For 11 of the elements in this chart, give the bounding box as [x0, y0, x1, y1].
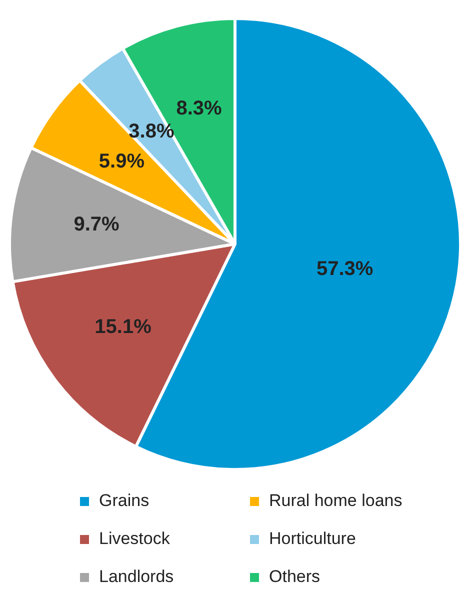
legend-label: Livestock	[99, 529, 170, 549]
data-label: 9.7%	[74, 213, 120, 236]
legend-label: Rural home loans	[269, 491, 402, 511]
data-label: 57.3%	[316, 258, 374, 280]
legend-label: Others	[269, 567, 320, 587]
legend-label: Grains	[99, 491, 150, 511]
legend-label: Horticulture	[269, 529, 356, 549]
legend-label: Landlords	[99, 567, 174, 587]
data-label: 8.3%	[176, 97, 222, 120]
data-label: 15.1%	[94, 316, 152, 338]
data-label: 5.9%	[98, 150, 145, 173]
